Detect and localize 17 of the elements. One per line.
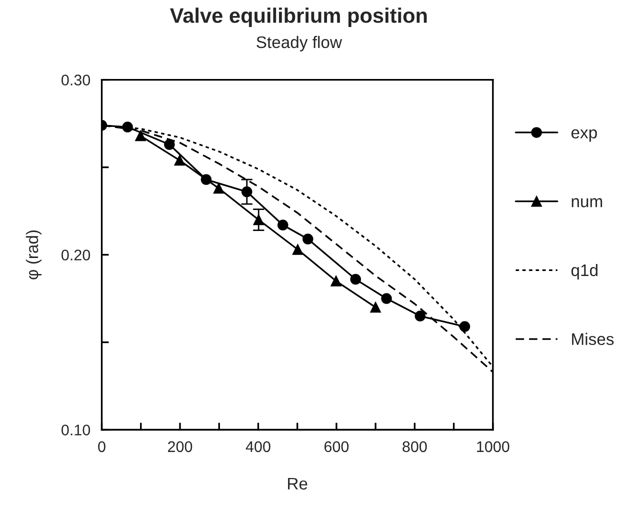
chart-subtitle: Steady flow [256, 36, 342, 52]
y-tick-label: 0.10 [62, 424, 90, 436]
y-tick-label: 0.30 [62, 74, 90, 86]
x-tick-label: 600 [324, 441, 349, 452]
chart-title: Valve equilibrium position [170, 8, 427, 28]
x-tick-label: 0 [98, 441, 106, 452]
legend-label: exp [571, 129, 597, 142]
x-tick-label: 400 [246, 441, 270, 452]
y-axis-title: φ (rad) [26, 230, 42, 280]
x-axis-title: Re [288, 478, 308, 490]
legend-label: num [572, 198, 602, 208]
y-tick-label: 0.20 [62, 250, 90, 260]
x-tick-label: 200 [168, 441, 192, 452]
x-tick-label: 800 [402, 441, 427, 452]
legend-label: q1d [571, 264, 598, 280]
legend-label: Mises [572, 332, 614, 346]
x-tick-label: 1000 [477, 441, 510, 452]
